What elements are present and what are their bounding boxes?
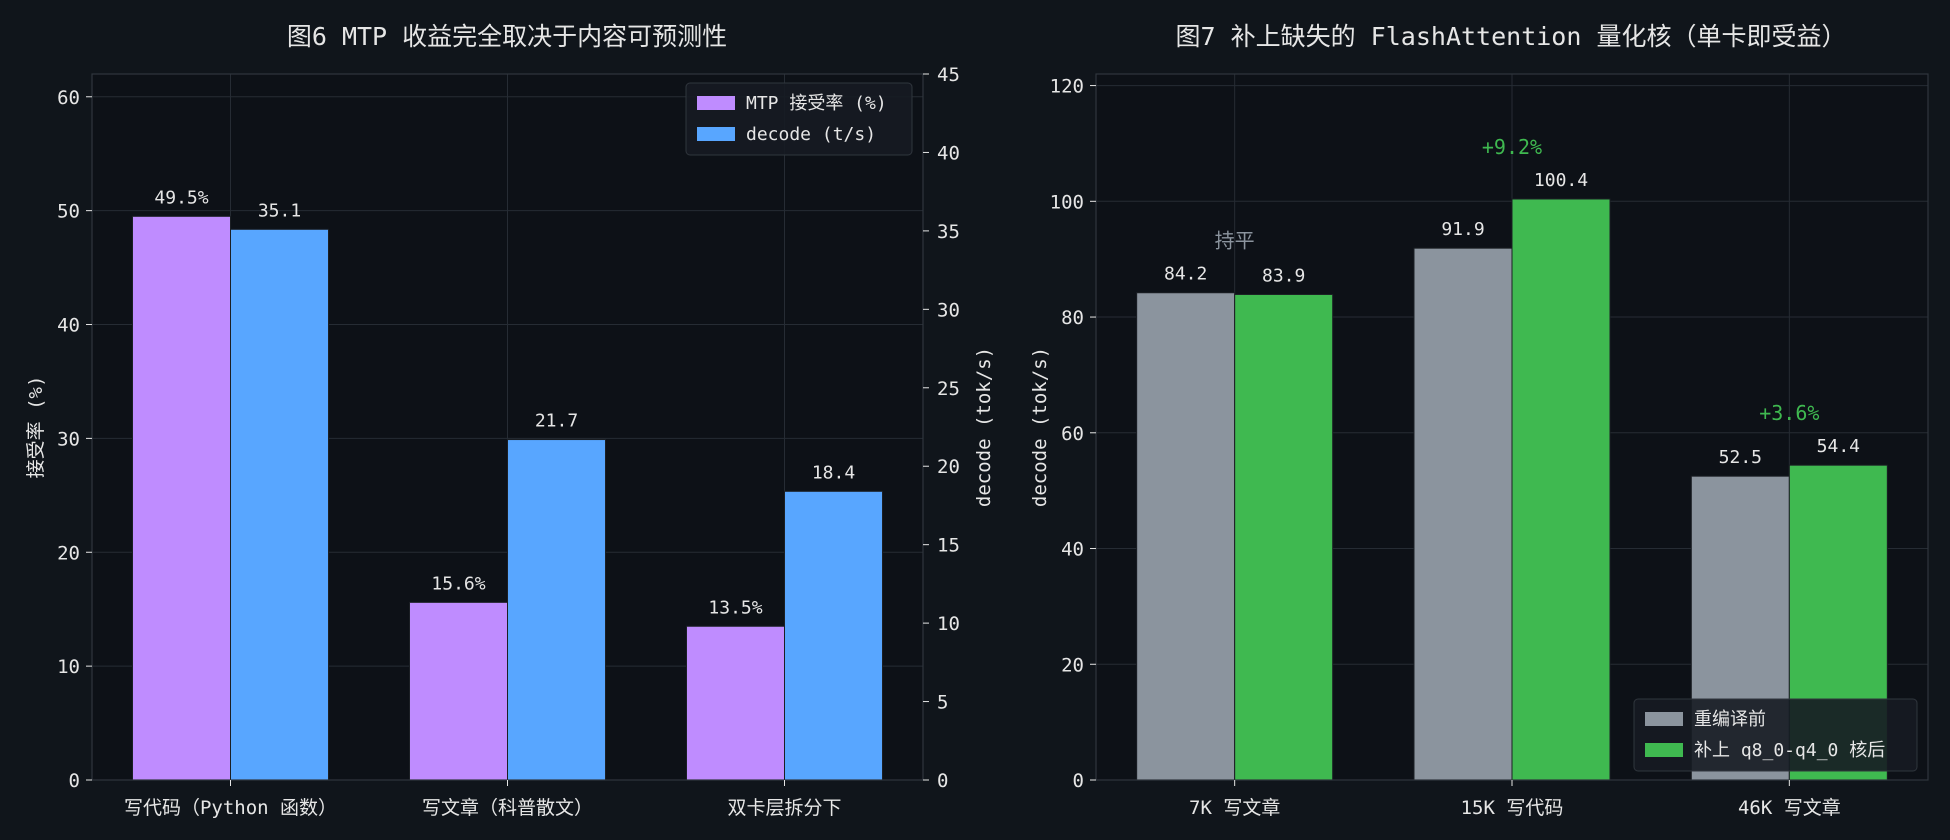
- legend-swatch: [1645, 743, 1683, 757]
- bar-value-label: 83.9: [1262, 265, 1305, 286]
- chart-title: 图6 MTP 收益完全取决于内容可预测性: [287, 22, 727, 51]
- bar-primary: [1413, 247, 1513, 781]
- x-tick-label: 7K 写文章: [1189, 797, 1280, 819]
- x-tick-label: 46K 写文章: [1738, 797, 1841, 819]
- legend-box: [1633, 698, 1918, 772]
- y2-tick-label: 20: [937, 456, 960, 478]
- chart-1: 49.5%15.6%13.5%35.121.718.40102030405060…: [25, 22, 995, 819]
- legend-label: decode (t/s): [746, 124, 876, 145]
- bar-secondary: [507, 439, 606, 781]
- y2-tick-label: 10: [937, 613, 960, 635]
- bar-secondary: [1511, 198, 1611, 781]
- y-axis-label: decode (tok/s): [1029, 347, 1051, 507]
- legend-label: 补上 q8_0-q4_0 核后: [1694, 740, 1885, 761]
- x-tick-label: 写代码（Python 函数）: [124, 797, 337, 819]
- chart-2: 84.2 91.9 52.5 83.9 100.4 54.4 持平 +9.2% +3.6% 0 20…: [1029, 22, 1929, 819]
- bar-secondary: [784, 490, 883, 781]
- bar-value-label: 84.2: [1164, 264, 1207, 285]
- bar-value-label: 35.1: [258, 200, 301, 221]
- bar-value-label: 21.7: [535, 411, 578, 432]
- bar-value-label: 15.6%: [431, 573, 485, 594]
- y-tick-label: 10: [57, 656, 80, 678]
- y-tick-label: 50: [57, 201, 80, 223]
- y-tick-label: 20: [1061, 654, 1084, 676]
- y2-tick-label: 5: [937, 692, 948, 714]
- bar-value-label: 54.4: [1817, 436, 1860, 457]
- y-tick-label: 120: [1050, 76, 1084, 98]
- legend-box: [685, 82, 913, 156]
- y2-tick-label: 25: [937, 378, 960, 400]
- annotation-label: +9.2%: [1482, 135, 1542, 159]
- bar-primary: [1136, 292, 1236, 781]
- x-tick-label: 双卡层拆分下: [727, 797, 841, 819]
- bar-primary: [686, 625, 785, 781]
- legend-label: 重编译前: [1694, 709, 1766, 730]
- legend-label: MTP 接受率 (%): [746, 93, 887, 114]
- bar-secondary: [1234, 293, 1334, 781]
- bar-value-label: 49.5%: [154, 187, 208, 208]
- y2-axis-label: decode (tok/s): [973, 347, 995, 507]
- annotation-label: +3.6%: [1759, 401, 1819, 425]
- x-tick-label: 15K 写代码: [1461, 797, 1564, 819]
- bar-value-label: 13.5%: [708, 597, 762, 618]
- y2-tick-label: 30: [937, 299, 960, 321]
- y2-tick-label: 40: [937, 142, 960, 164]
- x-tick-label: 写文章（科普散文）: [422, 797, 593, 819]
- bar-primary: [132, 215, 231, 781]
- y-tick-label: 100: [1050, 191, 1084, 213]
- y2-tick-label: 35: [937, 221, 960, 243]
- y2-tick-label: 45: [937, 64, 960, 86]
- chart-title: 图7 补上缺失的 FlashAttention 量化核（单卡即受益）: [1176, 22, 1847, 51]
- y-tick-label: 0: [69, 770, 80, 792]
- bar-value-label: 52.5: [1719, 447, 1762, 468]
- y-axis-label: 接受率 (%): [25, 376, 47, 479]
- y-tick-label: 80: [1061, 307, 1084, 329]
- y-tick-label: 0: [1073, 770, 1084, 792]
- bar-value-label: 91.9: [1441, 219, 1484, 240]
- y-tick-label: 60: [57, 87, 80, 109]
- legend-swatch: [697, 127, 735, 141]
- y-tick-label: 30: [57, 428, 80, 450]
- bar-secondary: [230, 228, 329, 781]
- y-tick-label: 20: [57, 542, 80, 564]
- annotation-label: 持平: [1215, 229, 1255, 253]
- y2-tick-label: 15: [937, 535, 960, 557]
- bar-value-label: 100.4: [1534, 170, 1588, 191]
- bar-primary: [409, 601, 508, 781]
- y2-tick-label: 0: [937, 770, 948, 792]
- y-tick-label: 40: [1061, 539, 1084, 561]
- y-tick-label: 40: [57, 315, 80, 337]
- bar-value-label: 18.4: [812, 462, 855, 483]
- legend-swatch: [697, 96, 735, 110]
- legend: MTP 接受率 (%) decode (t/s): [685, 82, 913, 156]
- legend-swatch: [1645, 712, 1683, 726]
- y-tick-label: 60: [1061, 423, 1084, 445]
